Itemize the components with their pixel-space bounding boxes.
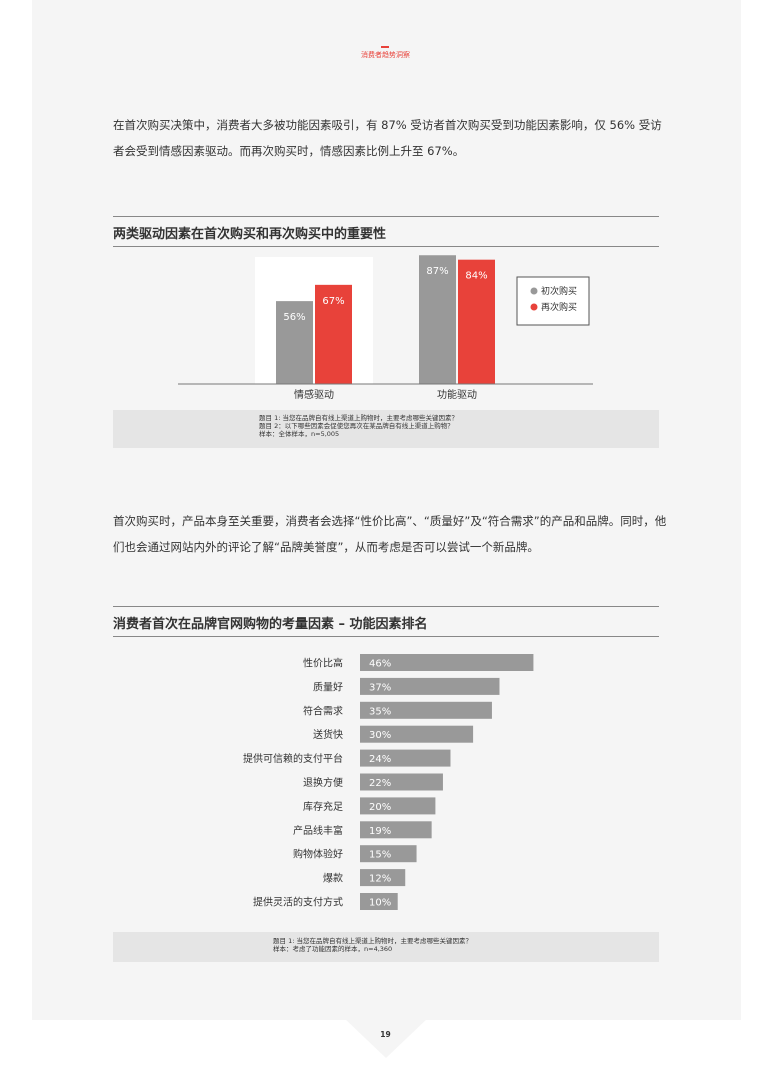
chart2-category-label: 购物体验好 <box>293 848 343 861</box>
chart2-category-label: 产品线丰富 <box>293 824 343 837</box>
page-number: 19 <box>380 1030 391 1039</box>
chart1-bar-label: 67% <box>322 296 344 307</box>
chart1-bar <box>419 255 456 384</box>
chart2-bar <box>360 845 417 863</box>
chart1-legend-marker <box>530 303 538 311</box>
chart1-highlight-band <box>255 257 373 384</box>
chart2-note-1: 题目 1: 当您在品牌自有线上渠道上购物时，主要考虑哪些关键因素？ <box>273 937 472 945</box>
page-number-notch <box>344 1018 428 1058</box>
chart2-bar <box>360 773 443 791</box>
chart2-category-label: 送货快 <box>313 728 343 741</box>
chart2-title: 消费者首次在品牌官网购物的考量因素 – 功能因素排名 <box>113 617 428 632</box>
chart1-note-2: 题目 2：以下哪些因素会促使您再次在某品牌自有线上渠道上购物？ <box>259 422 454 430</box>
chart1-legend-marker <box>530 287 538 295</box>
chart1-top-rule <box>113 216 659 217</box>
intro-paragraph: 在首次购买决策中，消费者大多被功能因素吸引，有 87% 受访者首次购买受到功能因… <box>113 118 662 158</box>
chart2-category-label: 性价比高 <box>303 657 343 670</box>
chart1-category-label: 情感驱动 <box>294 388 334 401</box>
chart1-title-rule <box>113 246 659 247</box>
chart2-bar-label: 35% <box>369 706 391 717</box>
chart2-bar-label: 22% <box>369 778 391 789</box>
chart1-title: 两类驱动因素在首次购买和再次购买中的重要性 <box>113 227 387 242</box>
chart2-note-2: 样本：考虑了功能因素的样本，n=4,360 <box>273 945 393 953</box>
chart2-bar-label: 10% <box>369 898 391 909</box>
chart2-bar <box>360 893 398 910</box>
chart2-bar <box>360 654 534 671</box>
chart2-category-label: 库存充足 <box>303 800 343 813</box>
chart2-bar <box>360 797 436 815</box>
chart1-bar-label: 87% <box>426 266 448 277</box>
chart2-bar <box>360 701 492 719</box>
chart2-bar-label: 30% <box>369 730 391 741</box>
chart2-bar <box>360 869 406 887</box>
chart1-note-3: 样本：全体样本，n=5,005 <box>259 430 340 438</box>
chart1-legend-label: 初次购买 <box>541 285 577 297</box>
chart2-category-label: 提供灵活的支付方式 <box>253 896 343 909</box>
chart1-note-box: 题目 1: 当您在品牌自有线上渠道上购物时，主要考虑哪些关键因素？ 题目 2：以… <box>113 410 659 448</box>
chart2-plot: 46% 性价比高 37% 质量好 35% 符合需求 30% 送货快 24% 提供可信赖的支付平台 2… <box>243 654 534 910</box>
chart2-bar <box>360 677 500 695</box>
chart1-legend-label: 再次购买 <box>541 301 577 313</box>
chart2-category-label: 提供可信赖的支付平台 <box>243 752 343 765</box>
chart2-category-label: 符合需求 <box>303 704 343 717</box>
chart2-bar-label: 12% <box>369 874 391 885</box>
header-accent-dash <box>381 46 389 48</box>
chart2-bar-label: 20% <box>369 802 391 813</box>
mid-paragraph: 首次购买时，产品本身至关重要，消费者会选择“性价比高”、“质量好”及“符合需求”… <box>113 514 667 554</box>
chart2-bar-label: 15% <box>369 850 391 861</box>
chart2-note-box: 题目 1: 当您在品牌自有线上渠道上购物时，主要考虑哪些关键因素？ 样本：考虑了… <box>113 932 659 962</box>
chart2-bar-label: 37% <box>369 682 391 693</box>
chart1-bar <box>315 284 352 384</box>
chart1-bar-label: 84% <box>465 271 487 282</box>
chart2-top-rule <box>113 606 659 607</box>
chart2-category-label: 爆款 <box>323 872 343 885</box>
chart1-category-label: 功能驱动 <box>437 388 477 401</box>
chart2-bar <box>360 749 451 767</box>
chart2-bar <box>360 725 474 743</box>
chart2-bar-label: 24% <box>369 754 391 765</box>
chart1-bar-label: 56% <box>283 312 305 323</box>
chart2-bar-label: 46% <box>369 659 391 670</box>
chart1-bar <box>276 301 313 384</box>
chart2-category-label: 质量好 <box>313 681 343 693</box>
chart1-note-1: 题目 1: 当您在品牌自有线上渠道上购物时，主要考虑哪些关键因素？ <box>259 414 458 422</box>
chart2-bar <box>360 821 432 839</box>
chart2-bar-label: 19% <box>369 826 391 837</box>
chart2-title-rule <box>113 636 659 637</box>
header-label: 消费者趋势洞察 <box>361 51 410 59</box>
chart1-bar <box>458 259 495 384</box>
chart1-legend-box <box>516 276 590 326</box>
chart2-category-label: 退换方便 <box>303 776 343 789</box>
